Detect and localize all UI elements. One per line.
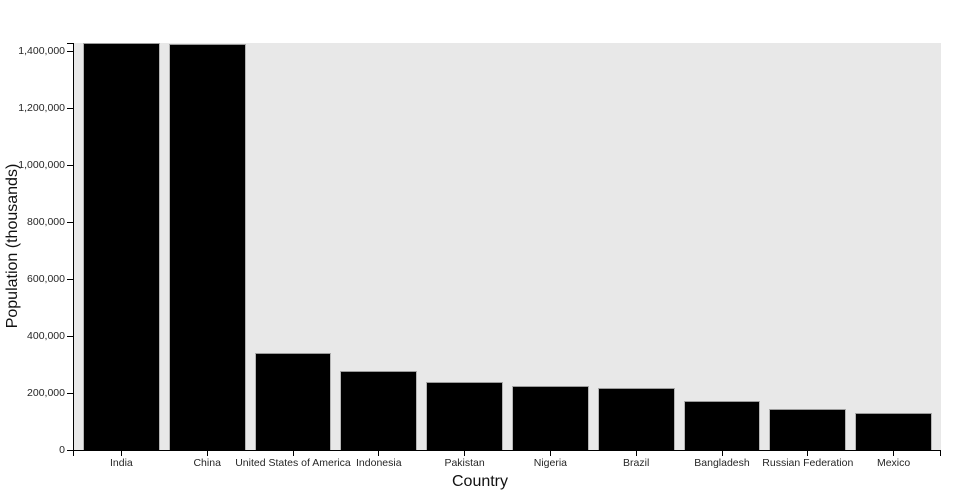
plot-area: [74, 43, 941, 450]
x-tick-label: Nigeria: [533, 457, 568, 469]
x-axis-tick: [721, 451, 723, 456]
bar-brazil: [597, 388, 675, 450]
x-axis-tick: [120, 451, 122, 456]
y-axis-title: Population (thousands): [4, 163, 21, 329]
x-axis-cap-right: [940, 450, 941, 456]
y-axis-tick: [67, 392, 73, 394]
bar-china: [168, 43, 246, 450]
x-axis-tick: [807, 451, 809, 456]
y-axis-tick: [67, 449, 73, 451]
x-tick-label: Bangladesh: [694, 457, 750, 469]
x-axis-tick: [206, 451, 208, 456]
y-axis-tick: [67, 50, 73, 52]
x-tick-label: Brazil: [623, 457, 650, 469]
y-tick-label: 1,200,000: [18, 102, 65, 115]
bar-nigeria: [512, 386, 589, 450]
bar-india: [83, 43, 160, 450]
bar-indonesia: [340, 370, 418, 450]
y-tick-label: 0: [59, 444, 65, 456]
y-tick-label: 800,000: [27, 216, 65, 229]
x-tick-label: India: [110, 457, 133, 469]
y-axis-tick: [67, 107, 73, 109]
y-tick-label: 600,000: [27, 273, 65, 286]
y-tick-label: 1,400,000: [18, 45, 65, 58]
y-axis-cap-top: [67, 43, 73, 44]
x-axis-cap-left: [73, 450, 74, 456]
x-axis-tick: [635, 451, 637, 456]
bar-bangladesh: [683, 400, 761, 450]
x-tick-label: Russian Federation: [762, 457, 854, 469]
y-axis-tick: [67, 278, 73, 280]
x-tick-label: China: [193, 457, 221, 469]
x-tick-label: Pakistan: [444, 457, 485, 469]
y-tick-label: 200,000: [27, 387, 65, 400]
x-axis-line: [74, 450, 941, 451]
y-tick-label: 1,000,000: [18, 159, 65, 172]
y-axis-tick: [67, 335, 73, 337]
x-axis-tick: [292, 451, 294, 456]
x-axis-tick: [893, 451, 895, 456]
y-axis-line: [73, 43, 74, 451]
x-tick-label: Mexico: [876, 457, 911, 469]
bar-pakistan: [426, 381, 503, 450]
x-axis-tick: [464, 451, 466, 456]
x-tick-label: Indonesia: [356, 457, 402, 469]
x-axis-tick: [549, 451, 551, 456]
x-tick-label: United States of America: [235, 457, 351, 469]
x-axis-tick: [378, 451, 380, 456]
x-axis-title: Country: [451, 473, 509, 490]
bar-united-states-of-america: [254, 353, 332, 450]
bar-mexico: [855, 413, 932, 450]
bar-russian-federation: [769, 408, 847, 450]
y-axis-tick: [67, 221, 73, 223]
y-tick-label: 400,000: [27, 330, 65, 343]
y-axis-tick: [67, 164, 73, 166]
